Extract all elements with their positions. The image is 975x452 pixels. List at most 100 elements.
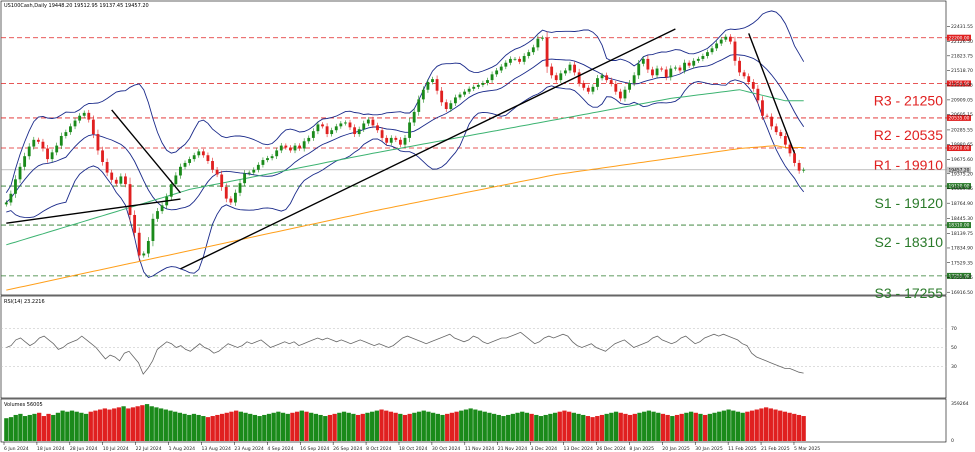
- candle-body: [408, 122, 412, 138]
- candle-body: [234, 192, 237, 203]
- volume-bar: [651, 411, 656, 441]
- candle-body: [321, 124, 324, 127]
- volume-bar: [280, 412, 286, 441]
- candle-body: [101, 150, 104, 162]
- candle-body: [293, 145, 297, 151]
- candle-body: [325, 126, 329, 135]
- candle-body: [476, 84, 480, 87]
- candle-body: [504, 62, 508, 67]
- candle-body: [316, 124, 320, 132]
- volume-bar: [632, 413, 637, 441]
- candle-body: [481, 82, 485, 85]
- candle-body: [710, 48, 714, 53]
- candle-body: [279, 145, 283, 151]
- candle-body: [398, 139, 402, 145]
- volume-bar: [69, 410, 75, 441]
- candle-body: [78, 115, 82, 121]
- price-tick-label: 18139.75: [951, 231, 973, 237]
- volume-bar: [318, 414, 323, 441]
- volume-bar: [726, 409, 731, 441]
- candle-body: [431, 79, 434, 83]
- candle-body: [215, 169, 219, 175]
- candle-body: [23, 156, 27, 167]
- volume-bar: [660, 413, 666, 441]
- candle-body: [183, 162, 187, 167]
- price-tick-label: 18764.90: [951, 201, 973, 207]
- volume-bar: [412, 412, 417, 441]
- price-tick-label: 20285.55: [951, 128, 973, 134]
- volume-bar: [430, 412, 436, 441]
- volume-bar: [163, 409, 168, 441]
- volume-bar: [613, 411, 619, 441]
- volume-bar: [126, 408, 131, 441]
- candle-body: [73, 120, 77, 127]
- volume-bar: [257, 416, 262, 441]
- level-tag-bg: [947, 222, 971, 229]
- candle-body: [50, 152, 54, 160]
- volume-bar: [501, 416, 506, 441]
- volume-bar: [238, 411, 243, 441]
- x-tick-label: 20 Jan 2025: [662, 446, 690, 452]
- volume-bar: [51, 414, 56, 441]
- volume-bar: [243, 412, 248, 441]
- volume-bar: [224, 412, 229, 441]
- x-tick-label: 5 Mar 2025: [794, 446, 820, 452]
- candle-body: [467, 88, 471, 92]
- x-tick-label: 13 Dec 2024: [564, 446, 593, 452]
- volume-bar: [627, 414, 633, 441]
- price-tick-label: 21215.95: [951, 83, 973, 89]
- volume-bar: [299, 410, 304, 441]
- volume-bar: [454, 411, 459, 441]
- candle-body: [46, 148, 49, 160]
- volume-bar: [351, 413, 356, 441]
- candle-body: [394, 137, 398, 140]
- volume-bar: [703, 414, 708, 441]
- volume-bar: [562, 410, 567, 441]
- volume-bar: [355, 414, 361, 441]
- volume-bar: [759, 408, 764, 441]
- candle-body: [32, 139, 36, 147]
- price-tick-label: 19375.20: [951, 171, 973, 177]
- candle-body: [738, 60, 741, 73]
- volume-bar: [46, 413, 51, 441]
- candle-body: [160, 205, 164, 212]
- volume-bar: [290, 412, 295, 441]
- volume-bar: [623, 413, 628, 441]
- candle-body: [687, 62, 691, 66]
- volume-bar: [740, 412, 745, 441]
- volume-bar: [234, 410, 239, 441]
- volume-bar: [262, 414, 267, 441]
- candle-body: [146, 240, 150, 254]
- volume-bar: [346, 412, 351, 441]
- price-tick-label: 20909.05: [951, 97, 973, 103]
- candle-body: [696, 58, 700, 61]
- volume-bar: [585, 416, 591, 441]
- volume-bar: [173, 411, 178, 441]
- candle-body: [518, 58, 521, 62]
- volume-bar: [27, 414, 32, 441]
- candle-body: [201, 151, 205, 156]
- volume-bar: [144, 404, 150, 441]
- volume-bar: [674, 414, 680, 441]
- volume-bar: [782, 411, 788, 441]
- volume-bar: [749, 410, 755, 441]
- candle-body: [701, 56, 705, 59]
- volume-bar: [37, 412, 42, 441]
- level-label: S1 - 19120: [875, 195, 944, 211]
- volume-bar: [388, 411, 394, 441]
- volume-bar: [679, 413, 684, 441]
- level-tag-label: 19120.00: [949, 184, 970, 190]
- candle-body: [412, 111, 416, 123]
- volume-bar: [599, 414, 605, 441]
- volume-bar: [595, 416, 600, 441]
- candle-body: [385, 137, 389, 143]
- volume-bar: [107, 409, 112, 441]
- volume-bar: [735, 411, 741, 441]
- candle-body: [55, 145, 59, 153]
- candle-body: [339, 123, 343, 127]
- x-tick-label: 18 Oct 2024: [399, 446, 427, 452]
- volume-bar: [121, 406, 126, 441]
- volume-bar: [210, 416, 215, 441]
- candle-body: [64, 132, 68, 136]
